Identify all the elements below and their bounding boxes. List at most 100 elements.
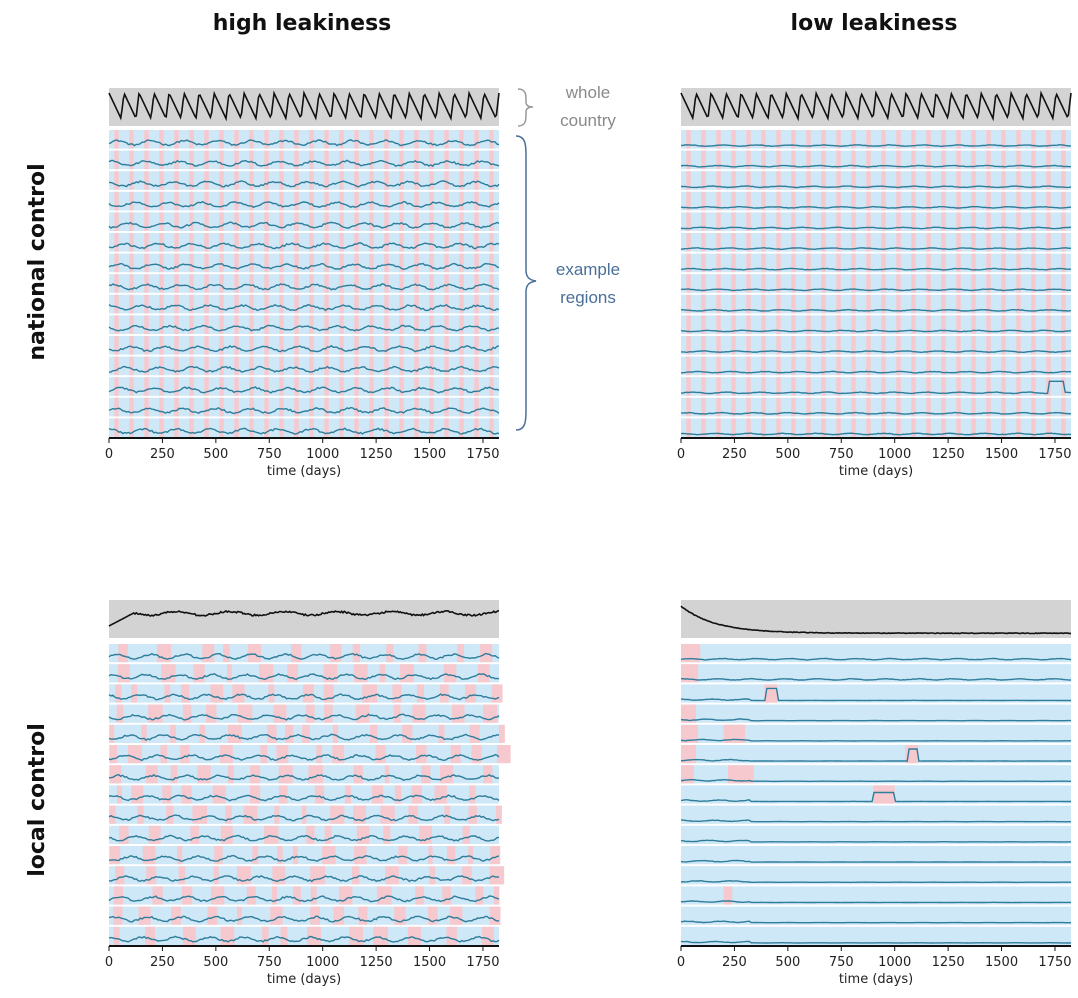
lockdown-band [896, 171, 901, 190]
lockdown-band [444, 418, 449, 437]
lockdown-band [414, 191, 419, 211]
lockdown-band [986, 356, 991, 376]
lockdown-band [873, 785, 895, 804]
lockdown-band [294, 253, 299, 273]
lockdown-band [309, 397, 314, 417]
lockdown-band [219, 233, 224, 252]
region-row [108, 785, 500, 804]
lockdown-band [114, 212, 119, 231]
lockdown-band [249, 294, 254, 314]
lockdown-band [189, 377, 194, 396]
lockdown-band [109, 745, 117, 764]
lockdown-band [207, 906, 218, 925]
lockdown-band [243, 805, 258, 824]
example-regions-brace [515, 135, 537, 431]
lockdown-band [129, 150, 134, 170]
lockdown-band [414, 377, 419, 396]
lockdown-band [1061, 315, 1066, 334]
x-tick-label: 750 [829, 955, 854, 970]
lockdown-band [483, 765, 493, 784]
lockdown-band [761, 336, 766, 355]
lockdown-band [294, 212, 299, 231]
lockdown-band [438, 724, 445, 743]
lockdown-band [821, 336, 826, 355]
lockdown-band [1046, 212, 1051, 231]
region-row [108, 377, 500, 396]
lockdown-band [141, 724, 147, 743]
region-line [108, 713, 500, 721]
lockdown-band [941, 336, 946, 355]
lockdown-band [791, 315, 796, 334]
lockdown-band [746, 377, 751, 396]
lockdown-band [249, 171, 254, 190]
region-row [680, 294, 1072, 314]
lockdown-band [129, 171, 134, 190]
lockdown-band [407, 926, 422, 945]
lockdown-band [489, 274, 494, 293]
lockdown-band [459, 253, 464, 273]
region-row-bg [109, 825, 499, 844]
lockdown-band [234, 315, 239, 334]
lockdown-band [399, 171, 404, 190]
lockdown-band [971, 130, 976, 149]
lockdown-band [159, 294, 164, 314]
lockdown-band [252, 846, 259, 865]
region-row [681, 377, 1072, 396]
whole-country-line [680, 90, 1072, 122]
x-tick-label: 1500 [985, 447, 1018, 462]
region-line [680, 879, 1071, 884]
region-line [680, 791, 1071, 803]
lockdown-band [806, 212, 811, 231]
lockdown-band [429, 274, 434, 293]
lockdown-band [294, 356, 299, 376]
region-row [108, 212, 500, 231]
lockdown-band [474, 191, 479, 211]
lockdown-band [806, 191, 811, 211]
lockdown-band [115, 866, 125, 885]
lockdown-band [1061, 418, 1066, 437]
lockdown-band [309, 130, 314, 149]
region-row-bg [109, 150, 499, 170]
lockdown-band [249, 785, 261, 804]
lockdown-band [181, 684, 190, 703]
region-row [680, 866, 1071, 885]
lockdown-band [109, 846, 121, 865]
lockdown-band [1016, 233, 1021, 252]
lockdown-band [881, 294, 886, 314]
lockdown-band [234, 130, 239, 149]
lockdown-band [181, 785, 192, 804]
lockdown-band [1016, 377, 1021, 396]
lockdown-band [459, 274, 464, 293]
lockdown-band [278, 785, 288, 804]
lockdown-band [414, 150, 419, 170]
lockdown-band [851, 253, 856, 273]
region-line [680, 411, 1072, 415]
lockdown-band [249, 253, 254, 273]
lockdown-band [881, 377, 886, 396]
lockdown-band [294, 130, 299, 149]
lockdown-band [474, 377, 479, 396]
lockdown-band [129, 274, 134, 293]
example-regions-label-2: regions [560, 288, 616, 307]
lockdown-band [429, 233, 434, 252]
lockdown-band [294, 191, 299, 211]
lockdown-band [429, 253, 434, 273]
lockdown-band [851, 377, 856, 396]
lockdown-band [204, 191, 209, 211]
lockdown-band [806, 356, 811, 376]
lockdown-band [1031, 315, 1036, 334]
lockdown-band [1031, 377, 1036, 396]
lockdown-band [439, 765, 454, 784]
column-title-high: high leakiness [213, 11, 392, 36]
lockdown-band [911, 191, 916, 211]
lockdown-band [866, 150, 871, 170]
region-line [108, 874, 500, 883]
lockdown-band [324, 212, 329, 231]
lockdown-band [459, 315, 464, 334]
lockdown-band [294, 397, 299, 417]
lockdown-band [489, 150, 494, 170]
lockdown-band [197, 765, 211, 784]
lockdown-band [204, 356, 209, 376]
lockdown-band [444, 212, 449, 231]
lockdown-band [806, 253, 811, 273]
